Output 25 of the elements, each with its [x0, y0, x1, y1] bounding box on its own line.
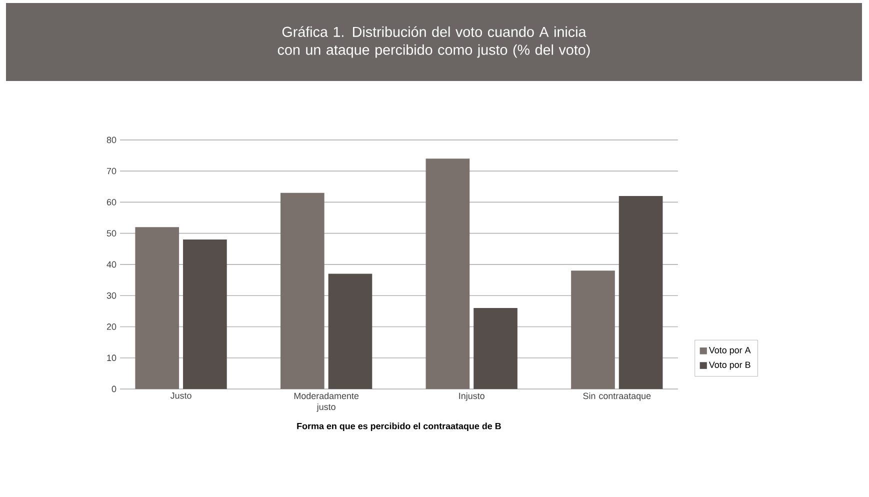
y-tick-label: 70 [106, 168, 116, 174]
x-tick-label: Injusto [459, 392, 484, 401]
bar [474, 308, 518, 389]
y-tick-label: 0 [112, 386, 116, 392]
chart-title: Gráfica 1. Distribución del voto cuando A inicia con un ataque percibido como justo (% del voto) [278, 26, 590, 58]
y-tick-label: 20 [106, 324, 116, 330]
bar [426, 158, 470, 389]
bar [328, 274, 372, 389]
y-tick-label: 80 [106, 136, 116, 144]
y-tick-label: 40 [106, 261, 116, 268]
y-tick-label: 50 [106, 230, 116, 236]
y-tick-label: 60 [106, 199, 116, 206]
bar [183, 240, 227, 389]
x-tick-label: Justo [170, 392, 192, 399]
bar [571, 270, 615, 389]
y-tick-label: 30 [106, 292, 116, 299]
y-tick-label: 10 [107, 354, 116, 362]
x-tick-label: Moderadamente justo [294, 392, 359, 412]
legend-label: Voto por A [708, 347, 751, 356]
x-axis-title: Forma en que es percibido el contraataque de B [297, 422, 501, 432]
x-tick-label: Sin contraataque [583, 392, 651, 401]
legend-label: Voto por B [708, 362, 750, 370]
bar [280, 192, 324, 389]
bar [135, 227, 180, 389]
bar [618, 196, 663, 389]
